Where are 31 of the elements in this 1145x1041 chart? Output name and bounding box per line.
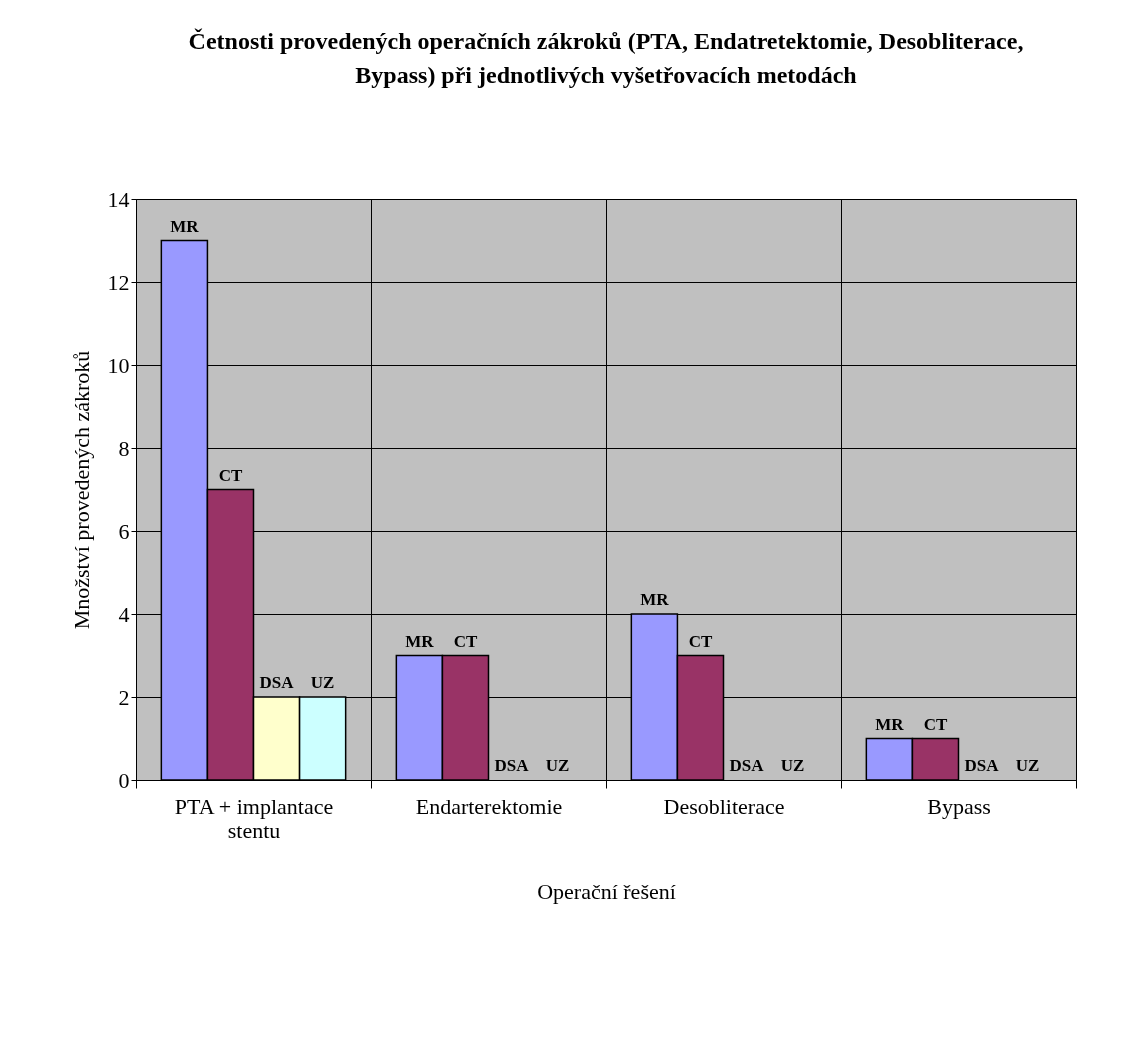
series-label: UZ xyxy=(310,673,335,692)
y-tick-label: 6 xyxy=(118,518,130,544)
x-tick-label: Desobliterace xyxy=(663,793,785,819)
text: CT xyxy=(688,631,713,651)
y-tick-label: 2 xyxy=(118,684,130,710)
chart-title: Četnosti provedených operačních zákroků (PTA, Endatretektomie, Desobliterace, Bypass) při jednotlivých vyšetřovacích metodách xyxy=(188,28,1024,88)
x-axis-title: Operační řešení xyxy=(537,878,676,904)
y-axis-title: Množství provedených zákroků xyxy=(68,350,94,630)
y-tick-label: 0 xyxy=(118,767,130,793)
series-label: DSA xyxy=(259,673,295,692)
text: UZ xyxy=(1015,756,1040,775)
y-tick-label: 14 xyxy=(107,186,130,212)
y-tick-label: 12 xyxy=(107,269,130,295)
text: CT xyxy=(923,714,948,734)
y-tick-label: 10 xyxy=(107,352,130,378)
y-tick-label: 4 xyxy=(118,601,130,627)
y-tick-label: 8 xyxy=(118,435,130,461)
text: UZ xyxy=(545,756,570,775)
text: MR xyxy=(640,590,669,609)
series-label: CT xyxy=(218,465,243,485)
x-tick-label: Bypass xyxy=(927,793,991,819)
text: MR xyxy=(875,714,904,734)
text: DSA xyxy=(494,756,529,775)
x-tick-label: Endarterektomie xyxy=(415,793,563,819)
text: DSA xyxy=(729,756,764,775)
text: MR xyxy=(405,631,434,651)
x-tick-label: PTA + implantace stentu xyxy=(174,793,334,843)
text: DSA xyxy=(964,756,999,775)
series-label: MR xyxy=(170,216,200,236)
text: UZ xyxy=(780,756,805,775)
text: CT xyxy=(453,631,478,651)
